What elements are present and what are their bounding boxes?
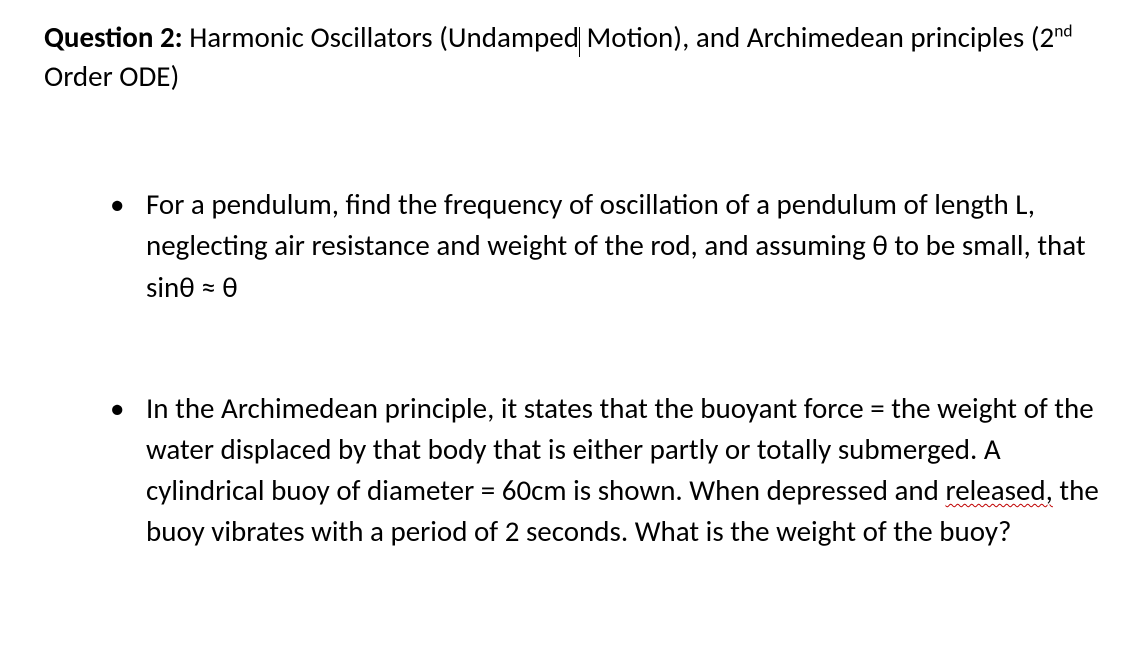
list-item: For a pendulum, find the frequency of os… <box>110 184 1101 308</box>
question-heading: Question 2: Harmonic Oscillators (Undamp… <box>44 18 1101 96</box>
bullet-list: For a pendulum, find the frequency of os… <box>44 184 1101 552</box>
heading-superscript: nd <box>1054 19 1072 41</box>
question-label: Question 2: <box>44 19 183 55</box>
document-page: Question 2: Harmonic Oscillators (Undamp… <box>0 0 1145 552</box>
heading-line2-post: Order ODE) <box>44 58 179 94</box>
heading-part1a: Harmonic Oscillators (Undamped <box>183 19 579 55</box>
heading-part1b: Motion), and <box>580 19 747 55</box>
list-item: In the Archimedean principle, it states … <box>110 388 1101 553</box>
bullet-1-text: For a pendulum, find the frequency of os… <box>146 186 1086 304</box>
heading-line2-pre: Archimedean principles (2 <box>747 19 1054 55</box>
spellcheck-flag: released, <box>945 472 1052 508</box>
